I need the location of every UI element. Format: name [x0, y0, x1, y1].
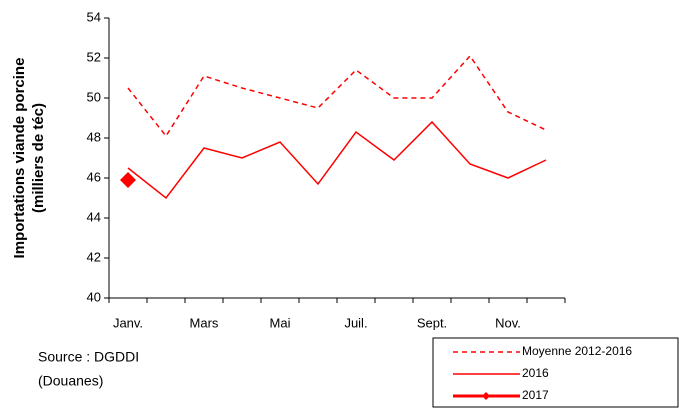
- y-tick-label: 42: [87, 249, 101, 264]
- legend-label: 2016: [522, 366, 549, 380]
- x-tick-label: Nov.: [495, 315, 521, 330]
- y-tick-label: 40: [87, 289, 101, 304]
- x-tick-label: Juil.: [344, 315, 367, 330]
- y-tick-label: 50: [87, 89, 101, 104]
- y-label-line: Importations viande porcine: [11, 58, 28, 259]
- y-tick-label: 48: [87, 129, 101, 144]
- y-tick-label: 54: [87, 9, 101, 24]
- x-tick-label: Mars: [190, 315, 219, 330]
- y-label-line: (milliers de téc): [30, 103, 47, 213]
- source: Source : DGDDI: [38, 349, 139, 365]
- y-tick-label: 52: [87, 49, 101, 64]
- x-tick-label: Janv.: [113, 315, 143, 330]
- line: [127, 120, 547, 200]
- marker: [120, 172, 136, 188]
- legend-marker: [482, 392, 490, 400]
- y-tick-label: 46: [87, 169, 101, 184]
- y-tick-label: 44: [87, 209, 101, 224]
- y-label: Importations viande porcine (milliers de…: [11, 58, 47, 259]
- line: [127, 54, 547, 138]
- x-tick-label: Mai: [270, 315, 291, 330]
- legend-label: 2017: [522, 388, 549, 402]
- source: (Douanes): [38, 373, 103, 389]
- legend-label: Moyenne 2012-2016: [522, 344, 632, 358]
- x-tick-label: Sept.: [417, 315, 447, 330]
